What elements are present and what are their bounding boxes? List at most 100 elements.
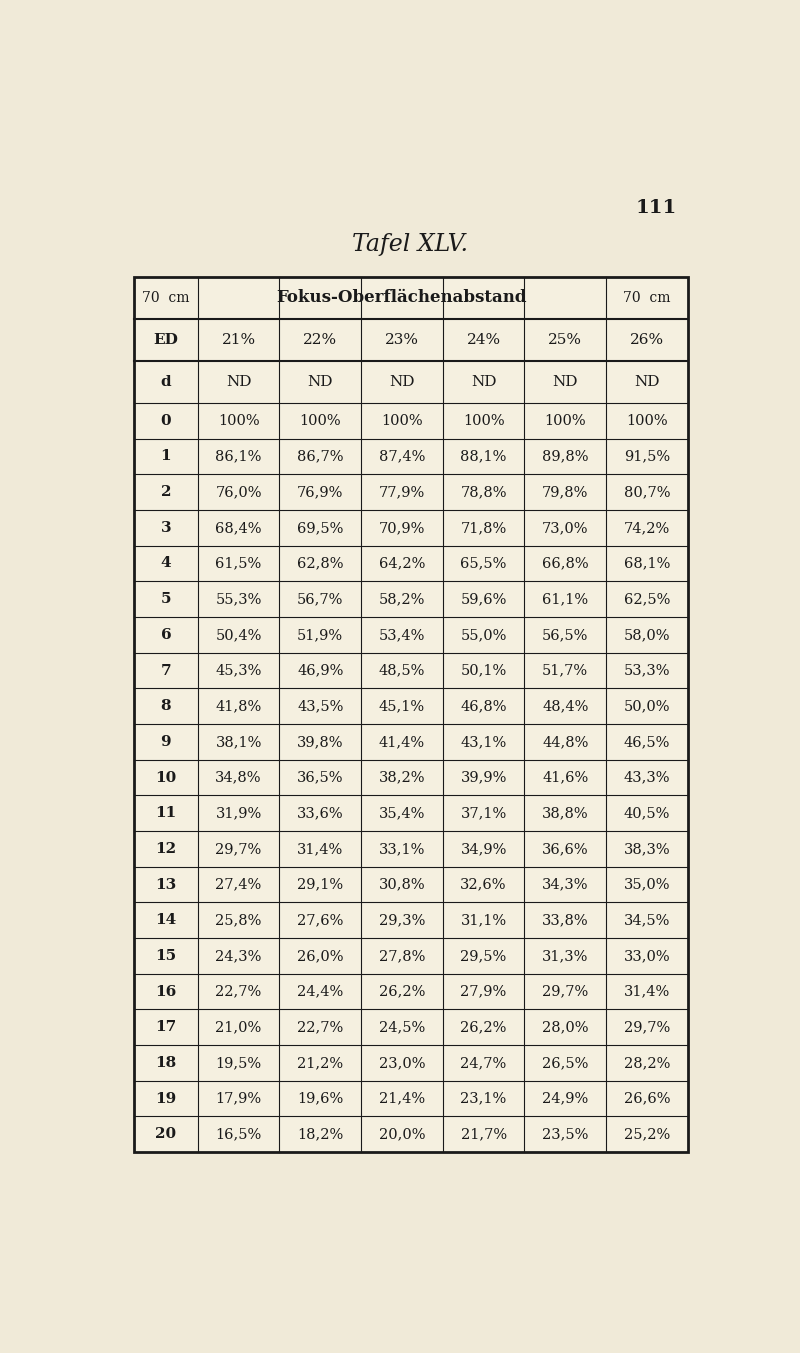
Text: 33,1%: 33,1% — [378, 842, 425, 856]
Text: 24,7%: 24,7% — [461, 1055, 506, 1070]
Text: 29,7%: 29,7% — [542, 985, 588, 999]
Text: 35,0%: 35,0% — [624, 878, 670, 892]
Text: 56,7%: 56,7% — [297, 593, 343, 606]
Text: 62,8%: 62,8% — [297, 556, 343, 571]
Text: 46,5%: 46,5% — [624, 735, 670, 748]
Text: 79,8%: 79,8% — [542, 486, 589, 499]
Text: 25%: 25% — [548, 333, 582, 346]
Text: 58,2%: 58,2% — [378, 593, 425, 606]
Text: 24,9%: 24,9% — [542, 1092, 588, 1105]
Text: ND: ND — [307, 375, 333, 388]
Text: ND: ND — [389, 375, 414, 388]
Text: 100%: 100% — [626, 414, 668, 428]
Text: 70  cm: 70 cm — [142, 291, 190, 304]
Text: 34,9%: 34,9% — [461, 842, 506, 856]
Text: 6: 6 — [161, 628, 171, 641]
Text: 50,4%: 50,4% — [215, 628, 262, 641]
Text: 46,9%: 46,9% — [297, 663, 343, 678]
Text: 27,9%: 27,9% — [461, 985, 506, 999]
Text: 55,0%: 55,0% — [461, 628, 506, 641]
Text: 86,1%: 86,1% — [215, 449, 262, 464]
Text: 68,1%: 68,1% — [624, 556, 670, 571]
Text: 23,1%: 23,1% — [461, 1092, 506, 1105]
Text: 26,5%: 26,5% — [542, 1055, 589, 1070]
Text: 36,5%: 36,5% — [297, 770, 343, 785]
Text: 24,3%: 24,3% — [215, 948, 262, 963]
Text: 45,1%: 45,1% — [379, 700, 425, 713]
Text: 19: 19 — [155, 1092, 177, 1105]
Text: 38,8%: 38,8% — [542, 806, 589, 820]
Text: 26,2%: 26,2% — [461, 1020, 506, 1034]
Text: ND: ND — [553, 375, 578, 388]
Text: 22,7%: 22,7% — [297, 1020, 343, 1034]
Text: 38,1%: 38,1% — [215, 735, 262, 748]
Text: 70  cm: 70 cm — [623, 291, 670, 304]
Text: 25,2%: 25,2% — [624, 1127, 670, 1141]
Text: 9: 9 — [161, 735, 171, 748]
Text: 31,4%: 31,4% — [297, 842, 343, 856]
Text: 39,8%: 39,8% — [297, 735, 343, 748]
Text: 13: 13 — [155, 878, 177, 892]
Text: 59,6%: 59,6% — [461, 593, 506, 606]
Text: 24%: 24% — [466, 333, 501, 346]
Text: 66,8%: 66,8% — [542, 556, 589, 571]
Text: 80,7%: 80,7% — [624, 486, 670, 499]
Text: 29,7%: 29,7% — [215, 842, 262, 856]
Text: 111: 111 — [635, 199, 677, 216]
Text: 74,2%: 74,2% — [624, 521, 670, 534]
Text: 29,1%: 29,1% — [298, 878, 343, 892]
Text: 32,6%: 32,6% — [460, 878, 507, 892]
Text: ND: ND — [226, 375, 251, 388]
Text: 19,5%: 19,5% — [215, 1055, 262, 1070]
Text: 39,9%: 39,9% — [461, 770, 506, 785]
Text: 88,1%: 88,1% — [461, 449, 506, 464]
Text: 43,3%: 43,3% — [624, 770, 670, 785]
Text: 23,0%: 23,0% — [378, 1055, 425, 1070]
Text: 53,4%: 53,4% — [378, 628, 425, 641]
Text: 5: 5 — [161, 593, 171, 606]
Text: 76,9%: 76,9% — [297, 486, 343, 499]
Text: 29,5%: 29,5% — [461, 948, 506, 963]
Text: 3: 3 — [161, 521, 171, 534]
Text: 69,5%: 69,5% — [297, 521, 343, 534]
Text: Fokus-Oberflächenabstand: Fokus-Oberflächenabstand — [277, 290, 527, 307]
Text: 4: 4 — [161, 556, 171, 571]
Text: d: d — [161, 375, 171, 388]
Text: 8: 8 — [161, 700, 171, 713]
Text: 35,4%: 35,4% — [378, 806, 425, 820]
Text: 26%: 26% — [630, 333, 664, 346]
Text: 31,4%: 31,4% — [624, 985, 670, 999]
Text: 21%: 21% — [222, 333, 256, 346]
Text: 18: 18 — [155, 1055, 177, 1070]
Text: 51,7%: 51,7% — [542, 663, 588, 678]
Text: 89,8%: 89,8% — [542, 449, 589, 464]
Text: 21,0%: 21,0% — [215, 1020, 262, 1034]
Text: 10: 10 — [155, 770, 177, 785]
Text: 34,3%: 34,3% — [542, 878, 589, 892]
Text: 86,7%: 86,7% — [297, 449, 343, 464]
Text: 12: 12 — [155, 842, 177, 856]
Text: 25,8%: 25,8% — [215, 913, 262, 927]
Text: 22,7%: 22,7% — [215, 985, 262, 999]
Text: 31,1%: 31,1% — [461, 913, 506, 927]
Text: 29,7%: 29,7% — [624, 1020, 670, 1034]
Text: 48,4%: 48,4% — [542, 700, 589, 713]
Text: 50,0%: 50,0% — [624, 700, 670, 713]
Bar — [134, 277, 688, 1151]
Text: 38,2%: 38,2% — [378, 770, 425, 785]
Text: 28,0%: 28,0% — [542, 1020, 589, 1034]
Text: 34,5%: 34,5% — [624, 913, 670, 927]
Text: 19,6%: 19,6% — [297, 1092, 343, 1105]
Text: 15: 15 — [155, 948, 177, 963]
Text: 23%: 23% — [385, 333, 419, 346]
Text: 36,6%: 36,6% — [542, 842, 589, 856]
Text: 27,4%: 27,4% — [215, 878, 262, 892]
Text: 87,4%: 87,4% — [378, 449, 425, 464]
Text: 76,0%: 76,0% — [215, 486, 262, 499]
Text: 16,5%: 16,5% — [215, 1127, 262, 1141]
Text: 56,5%: 56,5% — [542, 628, 589, 641]
Text: 20,0%: 20,0% — [378, 1127, 425, 1141]
Text: 27,8%: 27,8% — [378, 948, 425, 963]
Text: 21,4%: 21,4% — [379, 1092, 425, 1105]
Text: 58,0%: 58,0% — [624, 628, 670, 641]
